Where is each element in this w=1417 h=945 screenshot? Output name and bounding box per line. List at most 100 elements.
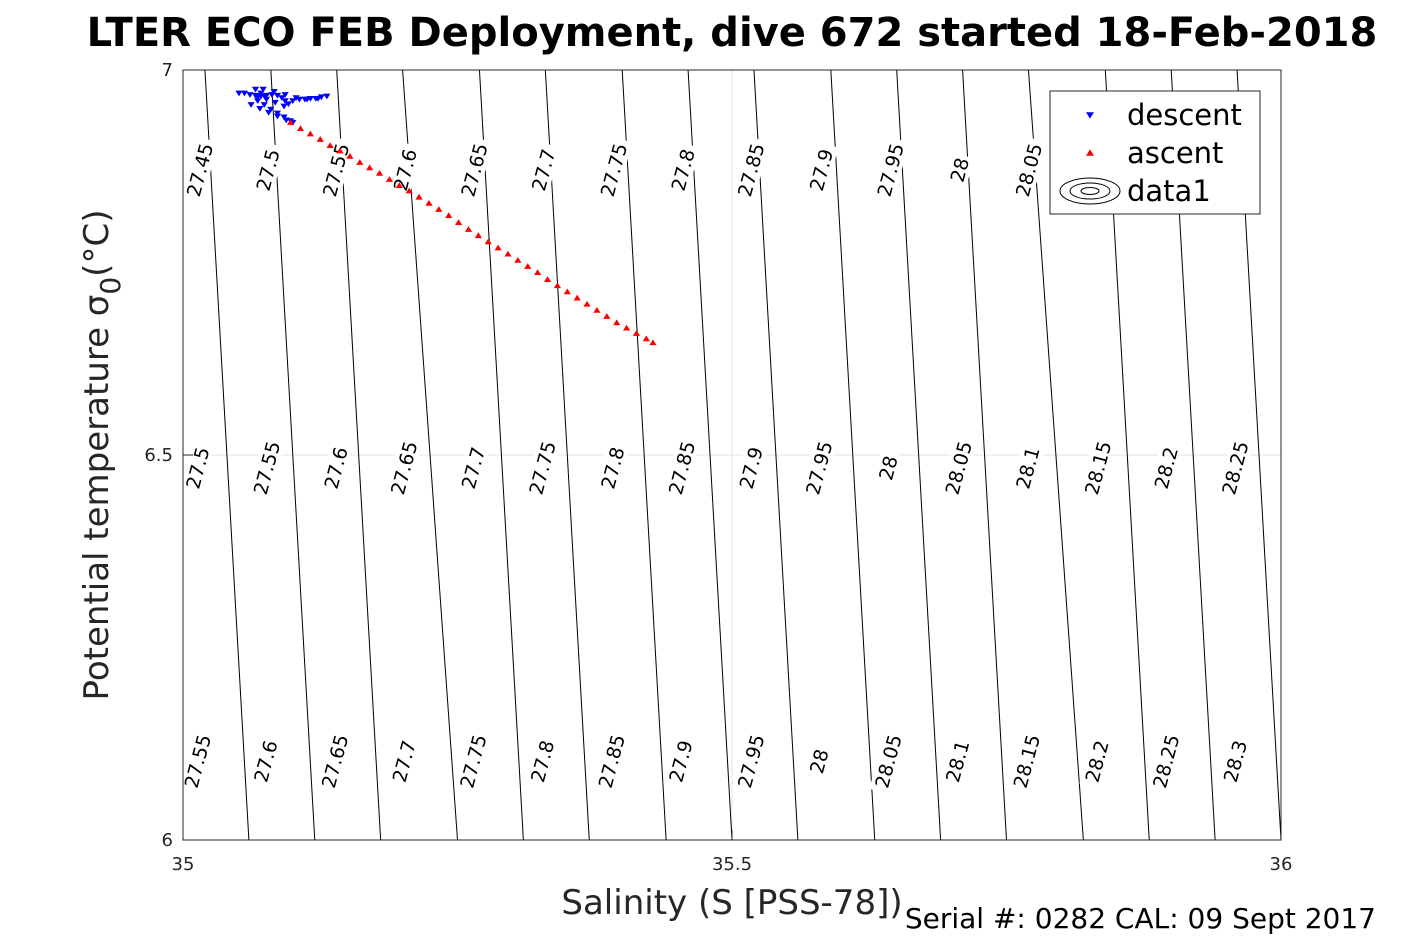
ascent-point xyxy=(464,226,473,232)
descent-point xyxy=(278,95,286,101)
contour-label-bg xyxy=(1079,733,1115,790)
ascent-point xyxy=(366,164,374,171)
legend-contour-icon xyxy=(1069,182,1111,200)
descent-point xyxy=(246,92,254,98)
descent-point xyxy=(303,96,311,103)
descent-point xyxy=(270,89,278,95)
ascent-point xyxy=(454,219,463,225)
contour-label-bg xyxy=(800,434,838,502)
descent-point xyxy=(273,110,282,117)
contour-label-bg xyxy=(594,136,633,204)
y-tick-label: 7 xyxy=(162,60,173,81)
legend-contour-icon xyxy=(1059,177,1121,205)
descent-point xyxy=(323,93,331,100)
contour-label-bg xyxy=(944,152,974,188)
ascent-point xyxy=(415,193,423,200)
ascent-point xyxy=(346,153,354,159)
contour-label: 27.6 xyxy=(248,733,283,790)
descent-point xyxy=(262,96,271,103)
descent-point xyxy=(284,101,293,108)
descent-point xyxy=(281,98,289,105)
ascent-point xyxy=(593,307,601,313)
contour-line xyxy=(896,70,942,840)
descent-point xyxy=(240,90,249,97)
contour-label-bg xyxy=(1147,727,1185,795)
contour-label-bg xyxy=(1078,434,1117,502)
contour-line xyxy=(544,70,590,840)
ascent-point xyxy=(514,256,522,263)
ascent-point xyxy=(435,206,443,212)
ascent-point xyxy=(484,238,492,245)
contour-label-bg xyxy=(247,434,286,502)
contour-label: 28 xyxy=(944,152,974,188)
contour-label-bg xyxy=(316,136,355,204)
contour-label-bg xyxy=(315,727,354,795)
descent-point xyxy=(292,95,300,101)
ascent-point xyxy=(642,335,650,342)
ascent-point xyxy=(494,244,502,251)
ascent-point xyxy=(504,250,512,257)
ascent-point xyxy=(622,324,631,331)
y-axis-label-group: Potential temperature σ0(°C) xyxy=(77,210,127,701)
descent-point xyxy=(257,90,265,97)
ascent-point xyxy=(543,276,552,282)
contour-label-bg xyxy=(178,727,217,795)
legend-contour-icon xyxy=(1080,187,1100,195)
y-axis-label: Potential temperature σ xyxy=(77,295,117,701)
contour-label-bg xyxy=(592,727,631,795)
contour-line xyxy=(204,70,250,840)
data-points xyxy=(235,86,657,346)
ascent-point xyxy=(425,199,433,206)
contour-label-bg xyxy=(939,434,978,502)
contour-label-bg xyxy=(454,727,492,795)
contour-label-bg xyxy=(1009,136,1048,204)
contour-line xyxy=(753,70,799,840)
descent-point xyxy=(256,105,264,112)
contour-label-bg xyxy=(387,141,423,198)
y-axis-label-subscript: 0 xyxy=(94,277,127,295)
contour-label-bg xyxy=(804,743,834,779)
chart-title: LTER ECO FEB Deployment, dive 672 starte… xyxy=(87,10,1378,56)
contour-label-bg xyxy=(525,141,561,198)
x-tick-label: 35 xyxy=(172,854,195,875)
descent-point xyxy=(254,94,262,101)
ascent-point xyxy=(385,176,394,182)
x-tick-label: 36 xyxy=(1270,854,1293,875)
contour-label-bg xyxy=(939,733,975,790)
ascent-point xyxy=(649,339,657,346)
contour-label-bg xyxy=(1007,727,1046,795)
y-tick-label: 6 xyxy=(162,830,173,851)
contour-label-bg xyxy=(1216,434,1254,502)
descent-point xyxy=(271,99,279,106)
ascent-point xyxy=(474,232,482,239)
axis-ticks: 35 35.5 36 6 6.5 7 xyxy=(144,60,1292,875)
contour-label-bg xyxy=(595,439,630,496)
contour-line xyxy=(621,70,667,840)
ascent-point xyxy=(553,282,562,289)
ascent-point xyxy=(356,159,364,165)
ascent-point xyxy=(375,169,384,176)
contour-line xyxy=(478,70,524,840)
contour-label-bg xyxy=(180,136,219,204)
contour-line xyxy=(830,70,876,840)
ascent-point xyxy=(563,288,571,295)
contour-line xyxy=(336,70,382,840)
contour-label-bg xyxy=(803,141,839,198)
contour-label: 28.2 xyxy=(1148,439,1184,496)
legend-ascent-marker xyxy=(1086,149,1094,156)
descent-point xyxy=(254,98,262,105)
contour-label-bg xyxy=(250,141,286,198)
descent-point xyxy=(289,98,297,105)
contour-label-bg xyxy=(524,733,560,790)
legend-ascent-label: ascent xyxy=(1127,136,1223,170)
descent-point xyxy=(235,90,243,97)
descent-point xyxy=(317,94,325,101)
descent-point xyxy=(259,86,267,93)
ascent-point xyxy=(316,136,324,142)
contour-label-bg xyxy=(871,136,910,204)
ascent-point xyxy=(405,187,413,194)
contour-line xyxy=(1314,70,1358,840)
footer-serial-cal: Serial #: 0282 CAL: 09 Sept 2017 xyxy=(905,902,1376,935)
ascent-point xyxy=(287,119,295,125)
